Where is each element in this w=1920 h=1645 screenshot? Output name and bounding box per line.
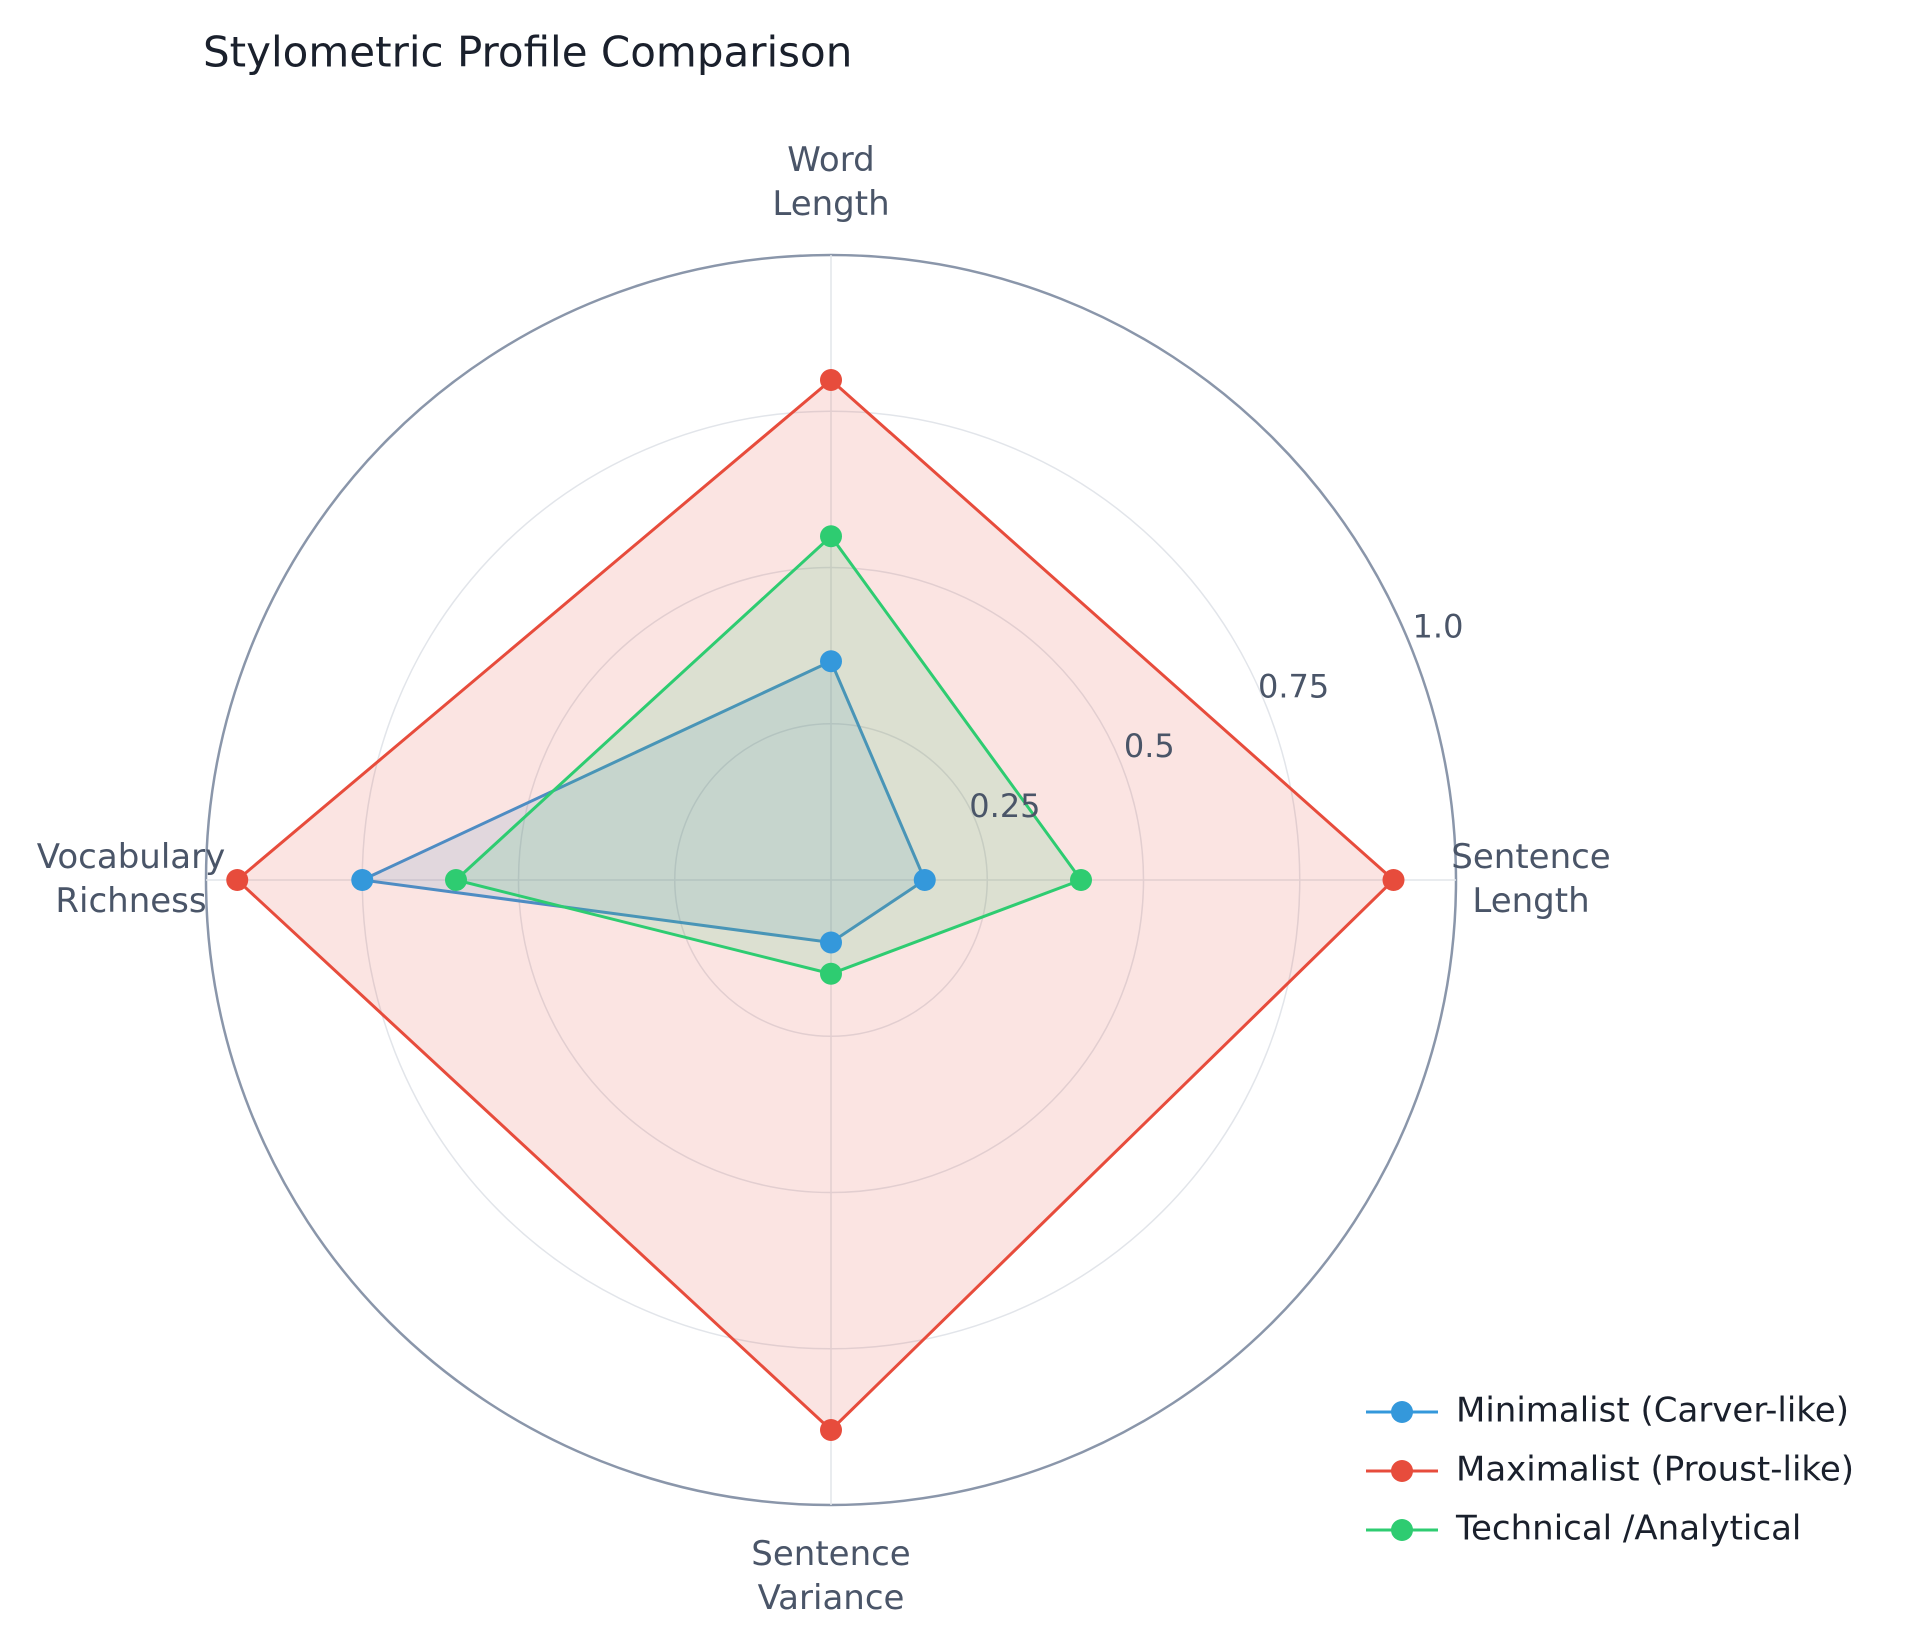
data-point: [913, 869, 936, 891]
data-point: [820, 962, 842, 985]
data-point: [820, 1419, 842, 1441]
legend-marker: [1391, 1460, 1413, 1482]
axis-label: Sentence Variance: [751, 1534, 910, 1618]
legend-label: Minimalist (Carver-like): [1456, 1391, 1849, 1431]
data-point: [820, 650, 842, 673]
data-point: [820, 931, 842, 954]
data-point: [1382, 869, 1405, 891]
r-tick-label: 0.75: [1258, 667, 1329, 705]
axis-label: Word Length: [772, 140, 889, 224]
data-point: [226, 869, 249, 891]
data-point: [820, 369, 842, 391]
legend-marker: [1391, 1401, 1413, 1423]
legend-label: Maximalist (Proust-like): [1456, 1450, 1854, 1490]
legend-marker: [1391, 1519, 1413, 1541]
chart-title: Stylometric Profile Comparison: [203, 28, 852, 77]
legend-label: Technical /Analytical: [1455, 1509, 1801, 1549]
data-point: [351, 869, 374, 891]
r-tick-label: 0.25: [969, 787, 1040, 825]
axis-label: Sentence Length: [1451, 837, 1610, 921]
data-point: [1070, 869, 1092, 891]
r-tick-label: 1.0: [1413, 608, 1464, 646]
axis-label: Vocabulary Richness: [37, 837, 225, 921]
r-tick-label: 0.5: [1124, 727, 1175, 765]
data-point: [445, 869, 467, 891]
data-point: [820, 525, 842, 548]
